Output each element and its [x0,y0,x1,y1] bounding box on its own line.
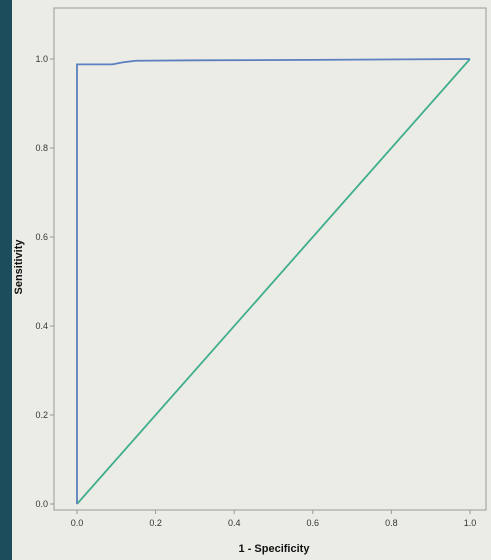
y-tick-label: 0.6 [35,232,48,242]
reference-line [76,58,471,505]
y-tick-label: 1.0 [35,54,48,64]
y-axis-ticks: 0.0 0.2 0.4 0.6 0.8 1.0 [35,54,54,509]
x-axis-ticks: 0.0 0.2 0.4 0.6 0.8 1.0 [71,510,477,528]
x-tick-label: 0.8 [385,518,398,528]
x-tick-label: 0.0 [71,518,84,528]
roc-curve [76,58,471,504]
x-tick-label: 0.2 [149,518,162,528]
plot-area [53,7,487,511]
x-axis-title: 1 - Specificity [239,543,311,555]
x-tick-label: 0.6 [307,518,320,528]
x-tick-label: 0.4 [228,518,241,528]
x-tick-label: 1.0 [464,518,477,528]
y-tick-label: 0.8 [35,143,48,153]
y-tick-label: 0.4 [35,321,48,331]
y-tick-label: 0.0 [35,499,48,509]
y-tick-label: 0.2 [35,410,48,420]
y-axis-title: Sensitivity [13,239,25,295]
series-layer [76,58,471,505]
